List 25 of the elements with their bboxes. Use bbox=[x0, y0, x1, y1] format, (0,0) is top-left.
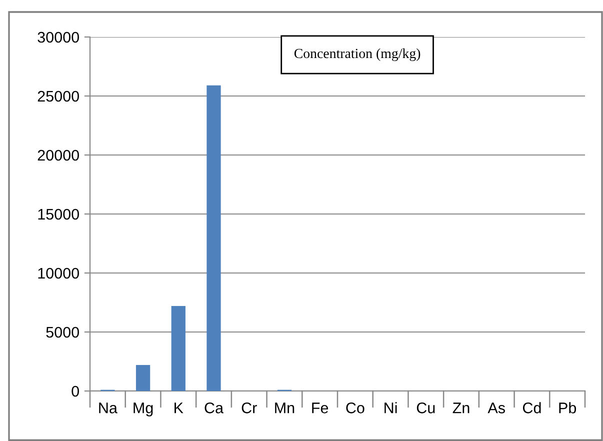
bar bbox=[171, 306, 186, 391]
x-tick-label: Na bbox=[99, 402, 118, 414]
y-tick-label: 25000 bbox=[38, 90, 79, 102]
x-tick-label: Ni bbox=[384, 402, 397, 414]
x-tick-label: Pb bbox=[559, 402, 576, 414]
x-tick-label: Mn bbox=[275, 402, 294, 414]
x-tick-label: Cd bbox=[522, 402, 541, 414]
y-tick-label: 10000 bbox=[38, 268, 79, 279]
x-tick-label: Mg bbox=[134, 402, 153, 416]
x-tick-label: Co bbox=[346, 402, 364, 414]
y-tick-label: 5000 bbox=[46, 326, 79, 338]
x-tick-label: As bbox=[488, 402, 505, 414]
text: Concentration (mg/kg) bbox=[294, 48, 420, 62]
x-tick-label: K bbox=[174, 402, 184, 414]
y-tick-label: 0 bbox=[72, 386, 79, 397]
bar bbox=[206, 85, 221, 391]
x-tick-label: Ca bbox=[204, 402, 224, 414]
x-tick-label: Cu bbox=[416, 402, 435, 414]
y-tick-label: 15000 bbox=[38, 208, 79, 220]
y-tick-label: 20000 bbox=[38, 150, 79, 161]
x-tick-label: Zn bbox=[452, 402, 470, 414]
bar bbox=[136, 365, 150, 391]
y-tick-label: 30000 bbox=[38, 32, 79, 43]
x-tick-label: Cr bbox=[242, 402, 257, 414]
x-tick-label: Fe bbox=[312, 402, 328, 414]
